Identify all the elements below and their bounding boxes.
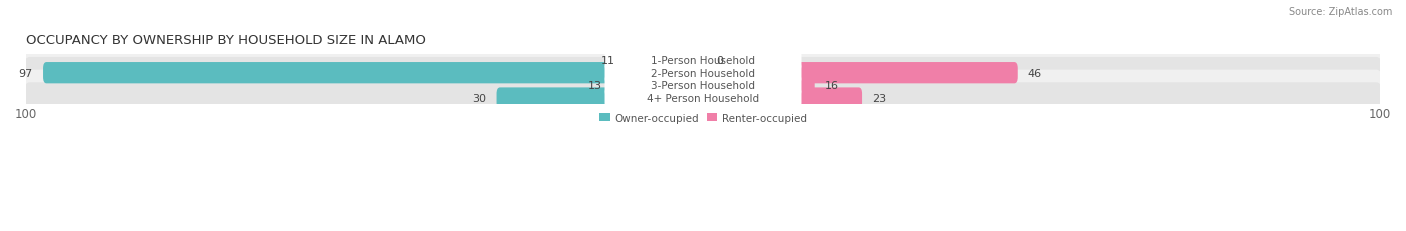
FancyBboxPatch shape: [24, 58, 1382, 89]
FancyBboxPatch shape: [24, 70, 1382, 102]
FancyBboxPatch shape: [700, 63, 1018, 84]
Text: Source: ZipAtlas.com: Source: ZipAtlas.com: [1288, 7, 1392, 17]
Text: 11: 11: [600, 56, 614, 66]
Text: 97: 97: [18, 68, 32, 78]
Text: 2-Person Household: 2-Person Household: [651, 68, 755, 78]
Text: 16: 16: [825, 81, 839, 91]
FancyBboxPatch shape: [496, 88, 706, 109]
FancyBboxPatch shape: [24, 83, 1382, 114]
Text: 3-Person Household: 3-Person Household: [651, 81, 755, 91]
FancyBboxPatch shape: [605, 75, 801, 97]
Text: 4+ Person Household: 4+ Person Household: [647, 94, 759, 104]
Text: 30: 30: [472, 94, 486, 104]
Text: 1-Person Household: 1-Person Household: [651, 56, 755, 66]
Text: OCCUPANCY BY OWNERSHIP BY HOUSEHOLD SIZE IN ALAMO: OCCUPANCY BY OWNERSHIP BY HOUSEHOLD SIZE…: [27, 33, 426, 46]
Text: 46: 46: [1028, 68, 1042, 78]
Text: 0: 0: [717, 56, 724, 66]
FancyBboxPatch shape: [24, 45, 1382, 76]
Legend: Owner-occupied, Renter-occupied: Owner-occupied, Renter-occupied: [595, 109, 811, 128]
FancyBboxPatch shape: [626, 50, 706, 71]
FancyBboxPatch shape: [44, 63, 706, 84]
Text: 13: 13: [588, 81, 602, 91]
FancyBboxPatch shape: [700, 88, 862, 109]
FancyBboxPatch shape: [605, 87, 801, 110]
FancyBboxPatch shape: [612, 75, 706, 97]
FancyBboxPatch shape: [605, 62, 801, 85]
FancyBboxPatch shape: [605, 49, 801, 72]
FancyBboxPatch shape: [700, 75, 814, 97]
Text: 23: 23: [872, 94, 886, 104]
